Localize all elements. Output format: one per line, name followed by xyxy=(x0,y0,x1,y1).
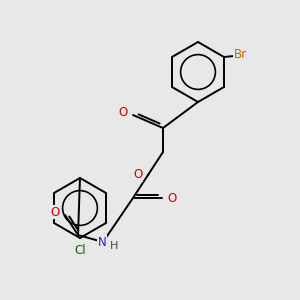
Text: O: O xyxy=(118,106,127,118)
Text: N: N xyxy=(98,236,106,248)
Text: Cl: Cl xyxy=(74,244,86,256)
Text: O: O xyxy=(50,206,60,218)
Text: O: O xyxy=(167,193,177,206)
Text: O: O xyxy=(134,169,142,182)
Text: Br: Br xyxy=(233,49,247,62)
Text: H: H xyxy=(110,241,118,251)
